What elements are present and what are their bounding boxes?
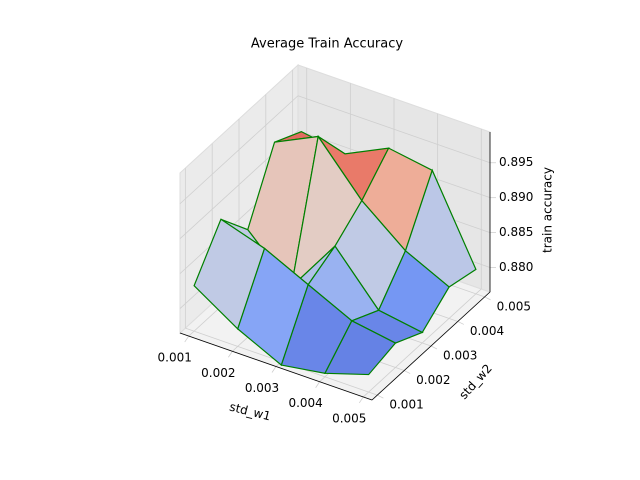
x-tick-label: 0.003 bbox=[245, 381, 279, 395]
tick-mark bbox=[271, 366, 277, 373]
tick-mark bbox=[228, 351, 233, 358]
tick-mark bbox=[430, 345, 438, 350]
tick-mark bbox=[484, 296, 491, 301]
x-tick-label: 0.004 bbox=[288, 396, 322, 410]
grid-line bbox=[179, 95, 299, 205]
tick-mark bbox=[457, 321, 464, 325]
x-tick-label: 0.002 bbox=[201, 366, 235, 380]
y-tick-label: 0.003 bbox=[443, 349, 477, 363]
y-tick-label: 0.002 bbox=[416, 373, 450, 387]
x-tick-label: 0.001 bbox=[158, 351, 192, 365]
tick-mark bbox=[315, 381, 320, 388]
tick-mark bbox=[184, 335, 190, 343]
y-tick-label: 0.001 bbox=[389, 398, 423, 412]
tick-mark bbox=[358, 396, 364, 404]
chart-title: Average Train Accuracy bbox=[251, 37, 403, 52]
x-tick-label: 0.005 bbox=[332, 411, 366, 425]
y-tick-label: 0.005 bbox=[497, 299, 531, 313]
axis-line bbox=[179, 332, 373, 401]
y-tick-label: 0.004 bbox=[470, 324, 504, 338]
grid-line bbox=[297, 95, 491, 164]
z-tick-label: 0.880 bbox=[499, 260, 533, 274]
z-tick-label: 0.895 bbox=[499, 155, 533, 169]
tick-mark bbox=[377, 394, 384, 399]
z-axis-label: train accuracy bbox=[541, 167, 555, 253]
tick-mark bbox=[404, 370, 411, 374]
z-tick-label: 0.885 bbox=[499, 225, 533, 239]
axis-line bbox=[371, 291, 491, 401]
surface-face bbox=[324, 320, 397, 376]
z-tick-label: 0.890 bbox=[499, 190, 533, 204]
